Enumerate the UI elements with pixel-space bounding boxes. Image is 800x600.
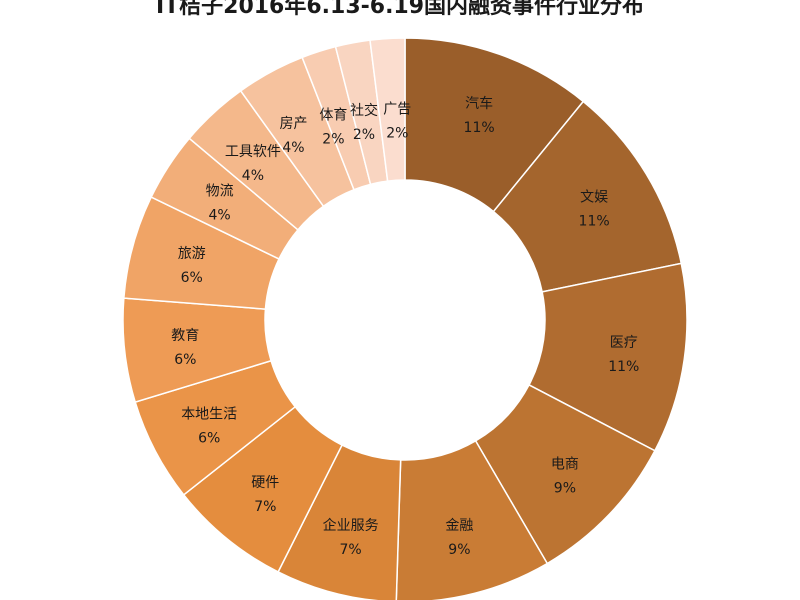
slice-value-label: 7% bbox=[339, 542, 361, 558]
slice-category-label: 金融 bbox=[445, 518, 473, 534]
slice-label-9: 教育 6% bbox=[171, 328, 199, 368]
slice-value-label: 6% bbox=[198, 431, 220, 447]
slice-category-label: 社交 bbox=[350, 102, 378, 119]
slice-value-label: 11% bbox=[579, 214, 610, 230]
slice-label-2: 文娱 11% bbox=[579, 190, 610, 230]
slice-label-5: 金融 9% bbox=[445, 518, 473, 558]
slice-value-label: 11% bbox=[608, 359, 639, 375]
slice-value-label: 6% bbox=[181, 270, 203, 286]
slice-label-16: 广告 2% bbox=[383, 101, 411, 141]
slice-label-13: 房产 4% bbox=[280, 116, 308, 156]
slice-category-label: 物流 bbox=[206, 184, 234, 200]
slice-16 bbox=[369, 37, 406, 182]
slice-category-label: 汽车 bbox=[465, 95, 493, 112]
slice-label-6: 企业服务 7% bbox=[323, 517, 379, 558]
slice-value-label: 2% bbox=[386, 125, 408, 141]
slice-5 bbox=[395, 439, 549, 600]
slice-value-label: 2% bbox=[322, 132, 344, 148]
slice-label-10: 旅游 6% bbox=[178, 246, 206, 286]
slice-label-15: 社交 2% bbox=[350, 102, 378, 143]
slice-category-label: 旅游 bbox=[178, 246, 206, 262]
slice-category-label: 文娱 bbox=[580, 190, 608, 206]
slice-category-label: 电商 bbox=[551, 457, 579, 473]
slice-label-14: 体育 2% bbox=[319, 108, 347, 148]
slice-category-label: 医疗 bbox=[610, 335, 638, 351]
slice-label-12: 工具软件 4% bbox=[225, 144, 281, 184]
slice-value-label: 11% bbox=[464, 120, 495, 136]
slice-value-label: 9% bbox=[554, 481, 576, 497]
slice-value-label: 2% bbox=[353, 127, 375, 143]
slice-category-label: 工具软件 bbox=[225, 144, 281, 160]
slice-label-3: 医疗 11% bbox=[608, 335, 639, 375]
slice-category-label: 广告 bbox=[383, 101, 411, 117]
slice-category-label: 教育 bbox=[171, 328, 199, 344]
slice-label-11: 物流 4% bbox=[206, 184, 234, 224]
slice-value-label: 9% bbox=[448, 542, 470, 558]
slice-label-4: 电商 9% bbox=[551, 457, 579, 497]
slice-label-8: 本地生活 6% bbox=[181, 407, 237, 447]
slice-category-label: 硬件 bbox=[251, 475, 279, 491]
slice-value-label: 6% bbox=[174, 352, 196, 368]
slice-category-label: 体育 bbox=[319, 108, 347, 124]
slice-value-label: 7% bbox=[254, 499, 276, 515]
slice-value-label: 4% bbox=[282, 140, 304, 156]
slice-value-label: 4% bbox=[208, 208, 230, 224]
slice-label-7: 硬件 7% bbox=[251, 475, 279, 515]
slice-label-1: 汽车 11% bbox=[464, 95, 495, 136]
slice-category-label: 本地生活 bbox=[181, 407, 237, 423]
slice-category-label: 房产 bbox=[280, 116, 308, 132]
slice-category-label: 企业服务 bbox=[323, 517, 379, 534]
chart-title: IT桔子2016年6.13-6.19国内融资事件行业分布 bbox=[155, 0, 645, 19]
slice-value-label: 4% bbox=[242, 168, 264, 184]
